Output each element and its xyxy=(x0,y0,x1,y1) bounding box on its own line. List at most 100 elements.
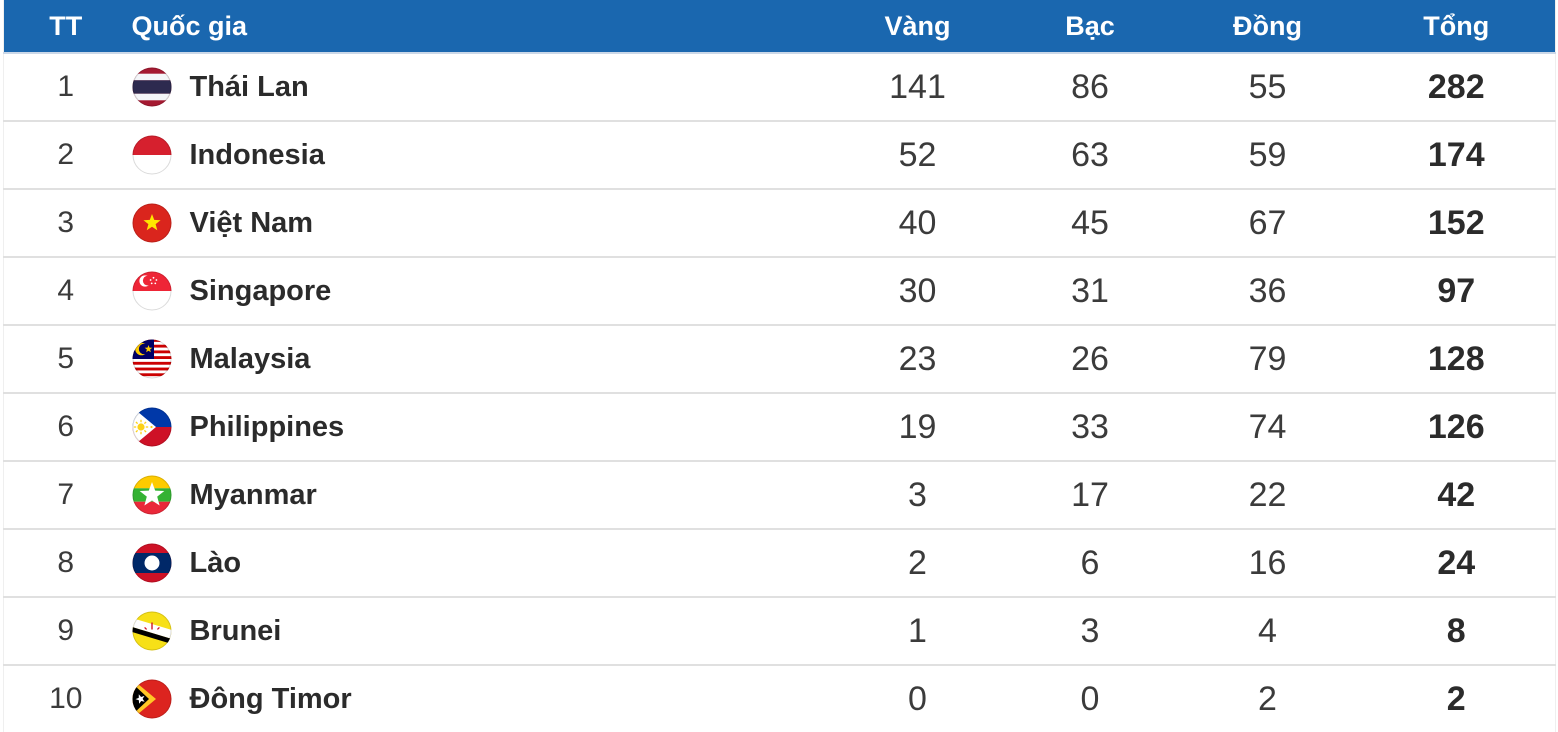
silver-count: 0 xyxy=(1002,665,1178,732)
silver-count: 33 xyxy=(1002,393,1178,462)
country-cell: Philippines xyxy=(128,407,833,447)
table-row: 3 Việt Nam 40 45 67 152 xyxy=(3,189,1556,258)
flag-indonesia-icon xyxy=(132,135,172,175)
bronze-count: 59 xyxy=(1177,121,1358,190)
bronze-count: 36 xyxy=(1177,257,1358,326)
bronze-count: 16 xyxy=(1177,529,1358,598)
country-cell: Việt Nam xyxy=(128,203,833,243)
country-name: Thái Lan xyxy=(189,70,309,103)
flag-singapore-icon xyxy=(132,271,172,311)
gold-count: 3 xyxy=(832,461,1003,530)
silver-count: 45 xyxy=(1002,189,1178,258)
gold-count: 30 xyxy=(832,257,1003,326)
column-header-silver: Bạc xyxy=(1002,0,1178,54)
rank-cell: 9 xyxy=(3,597,128,666)
flag-vietnam-icon xyxy=(132,203,172,243)
silver-count: 26 xyxy=(1002,325,1178,394)
table-row: 9 Brunei 1 3 4 8 xyxy=(3,597,1556,666)
silver-count: 3 xyxy=(1002,597,1178,666)
country-name: Philippines xyxy=(189,410,345,443)
silver-count: 86 xyxy=(1002,53,1178,122)
column-header-total: Tổng xyxy=(1357,0,1556,54)
flag-philippines-icon xyxy=(132,407,172,447)
silver-count: 17 xyxy=(1002,461,1178,530)
silver-count: 63 xyxy=(1002,121,1178,190)
gold-count: 19 xyxy=(832,393,1003,462)
rank-cell: 3 xyxy=(3,189,128,258)
column-header-rank: TT xyxy=(3,0,128,54)
total-count: 282 xyxy=(1357,53,1556,122)
table-row: 1 Thái Lan 141 86 55 282 xyxy=(3,53,1556,122)
total-count: 42 xyxy=(1357,461,1556,530)
table-body: 1 Thái Lan 141 86 55 282 2 Indonesia 52 … xyxy=(3,53,1556,732)
table-row: 10 Đông Timor 0 0 2 2 xyxy=(3,665,1556,732)
bronze-count: 79 xyxy=(1177,325,1358,394)
bronze-count: 22 xyxy=(1177,461,1358,530)
column-header-country: Quốc gia xyxy=(127,0,833,54)
country-cell: Indonesia xyxy=(128,135,833,175)
country-name: Malaysia xyxy=(189,342,311,375)
bronze-count: 55 xyxy=(1177,53,1358,122)
country-cell: Singapore xyxy=(128,271,833,311)
country-name: Singapore xyxy=(189,274,332,307)
total-count: 126 xyxy=(1357,393,1556,462)
total-count: 8 xyxy=(1357,597,1556,666)
bronze-count: 4 xyxy=(1177,597,1358,666)
flag-laos-icon xyxy=(132,543,172,583)
flag-myanmar-icon xyxy=(132,475,172,515)
column-header-bronze: Đồng xyxy=(1177,0,1358,54)
gold-count: 2 xyxy=(832,529,1003,598)
table-header-row: TT Quốc gia Vàng Bạc Đồng Tổng xyxy=(3,0,1556,54)
rank-cell: 6 xyxy=(3,393,128,462)
country-name: Myanmar xyxy=(189,478,317,511)
rank-cell: 2 xyxy=(3,121,128,190)
flag-thailand-icon xyxy=(132,67,172,107)
silver-count: 31 xyxy=(1002,257,1178,326)
medal-standings-table: TT Quốc gia Vàng Bạc Đồng Tổng 1 Thái La… xyxy=(3,0,1556,732)
rank-cell: 7 xyxy=(3,461,128,530)
country-cell: Thái Lan xyxy=(128,67,833,107)
country-cell: Đông Timor xyxy=(128,679,833,719)
gold-count: 52 xyxy=(832,121,1003,190)
table-row: 5 Malaysia 23 26 79 128 xyxy=(3,325,1556,394)
country-name: Đông Timor xyxy=(189,682,352,715)
country-name: Lào xyxy=(189,546,242,579)
column-header-gold: Vàng xyxy=(832,0,1003,54)
gold-count: 1 xyxy=(832,597,1003,666)
country-name: Việt Nam xyxy=(189,206,314,239)
table-row: 4 Singapore 30 31 36 97 xyxy=(3,257,1556,326)
rank-cell: 1 xyxy=(3,53,128,122)
table-row: 7 Myanmar 3 17 22 42 xyxy=(3,461,1556,530)
total-count: 174 xyxy=(1357,121,1556,190)
gold-count: 23 xyxy=(832,325,1003,394)
table-row: 6 Philippines 19 33 74 126 xyxy=(3,393,1556,462)
total-count: 128 xyxy=(1357,325,1556,394)
rank-cell: 4 xyxy=(3,257,128,326)
rank-cell: 5 xyxy=(3,325,128,394)
silver-count: 6 xyxy=(1002,529,1178,598)
country-cell: Brunei xyxy=(128,611,833,651)
country-name: Brunei xyxy=(189,614,282,647)
total-count: 2 xyxy=(1357,665,1556,732)
bronze-count: 74 xyxy=(1177,393,1358,462)
flag-brunei-icon xyxy=(132,611,172,651)
table-row: 2 Indonesia 52 63 59 174 xyxy=(3,121,1556,190)
medal-table: TT Quốc gia Vàng Bạc Đồng Tổng 1 Thái La… xyxy=(3,0,1556,732)
total-count: 152 xyxy=(1357,189,1556,258)
gold-count: 0 xyxy=(832,665,1003,732)
gold-count: 40 xyxy=(832,189,1003,258)
country-cell: Malaysia xyxy=(128,339,833,379)
total-count: 24 xyxy=(1357,529,1556,598)
gold-count: 141 xyxy=(832,53,1003,122)
flag-east-timor-icon xyxy=(132,679,172,719)
rank-cell: 8 xyxy=(3,529,128,598)
bronze-count: 67 xyxy=(1177,189,1358,258)
country-cell: Myanmar xyxy=(128,475,833,515)
flag-malaysia-icon xyxy=(132,339,172,379)
total-count: 97 xyxy=(1357,257,1556,326)
bronze-count: 2 xyxy=(1177,665,1358,732)
country-cell: Lào xyxy=(128,543,833,583)
country-name: Indonesia xyxy=(189,138,325,171)
rank-cell: 10 xyxy=(3,665,128,732)
table-row: 8 Lào 2 6 16 24 xyxy=(3,529,1556,598)
